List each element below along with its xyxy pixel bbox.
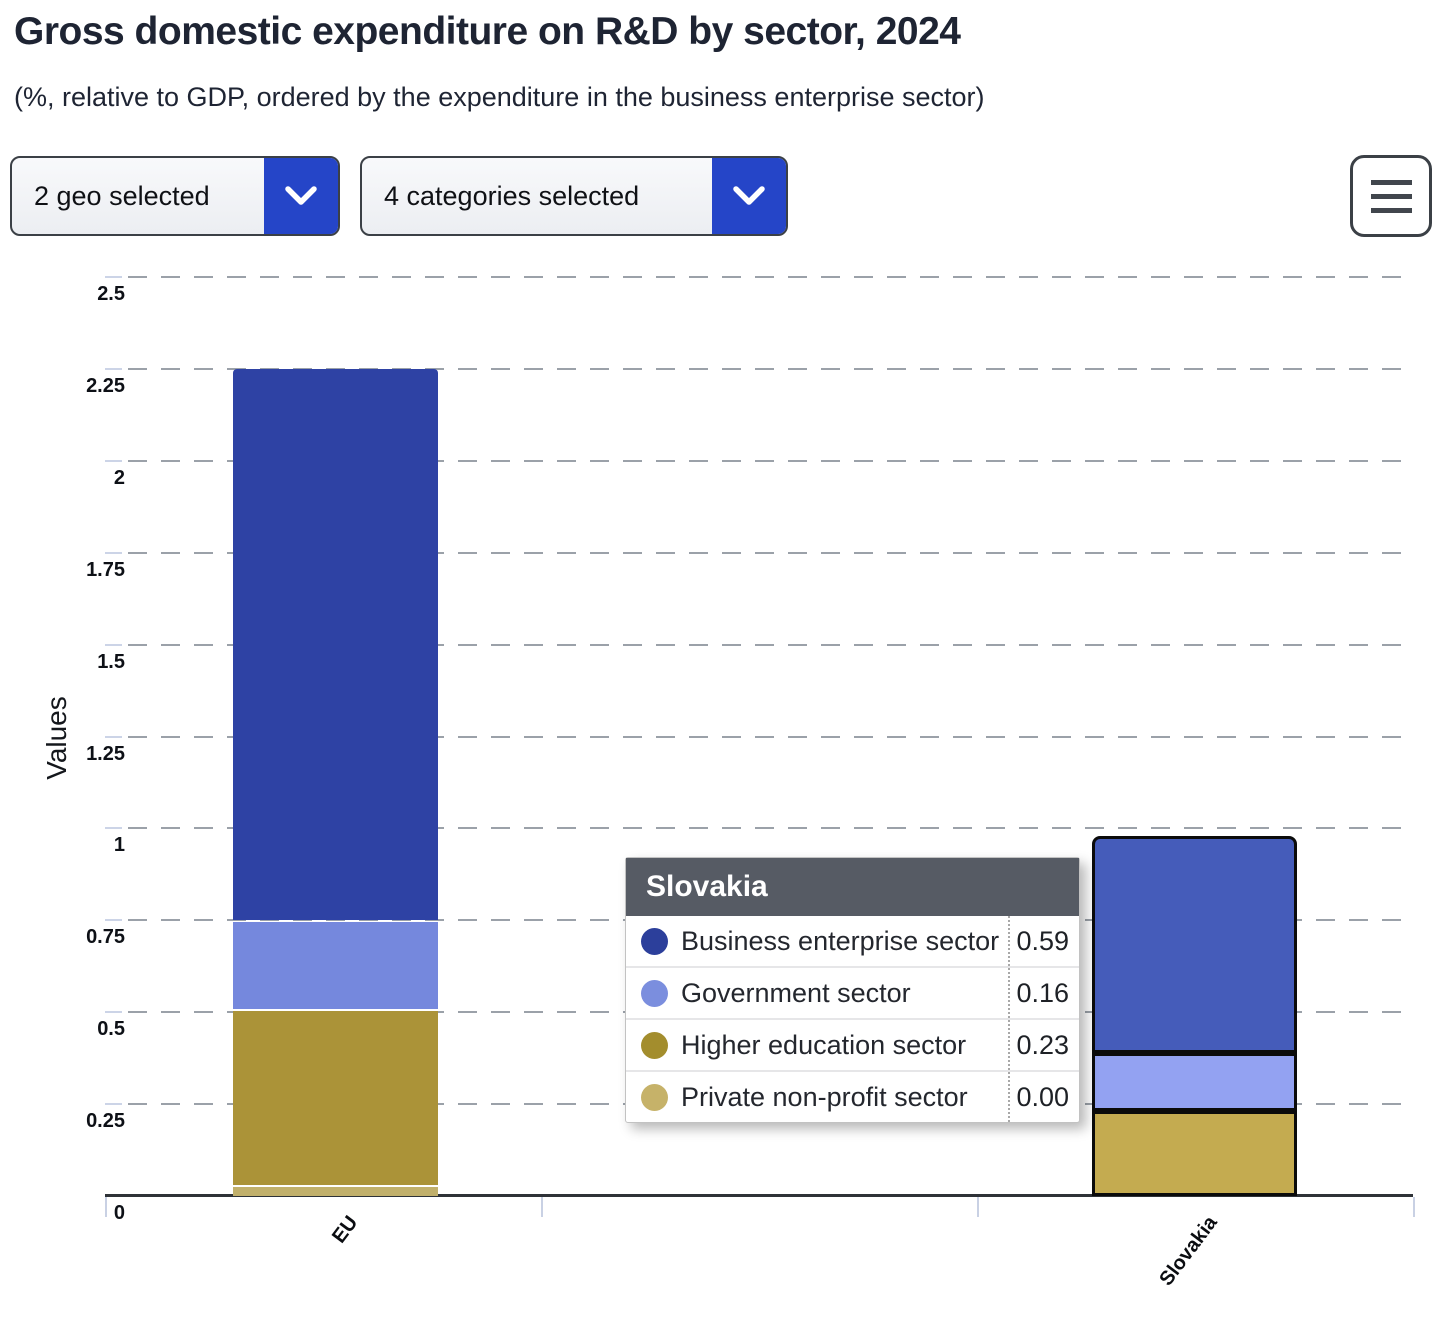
y-tick-label: 1.25 bbox=[86, 742, 125, 765]
x-axis-line bbox=[105, 1194, 1413, 1197]
y-tick-label: 1.75 bbox=[86, 558, 125, 581]
x-axis-tick bbox=[977, 1197, 979, 1217]
bar-segment[interactable] bbox=[232, 1186, 438, 1196]
geo-filter-dropdown[interactable]: 2 geo selected bbox=[10, 156, 340, 236]
y-tick-label: 0.75 bbox=[86, 926, 125, 949]
y-tick-label: 0.5 bbox=[97, 1018, 125, 1041]
legend-swatch-icon bbox=[641, 1031, 668, 1059]
tooltip-title: Slovakia bbox=[626, 858, 1079, 916]
legend-swatch-icon bbox=[641, 927, 668, 955]
y-axis-tick bbox=[105, 1011, 122, 1014]
gridline bbox=[128, 459, 1413, 462]
page-subtitle: (%, relative to GDP, ordered by the expe… bbox=[14, 82, 985, 112]
bar-segment[interactable] bbox=[232, 1010, 438, 1185]
tooltip-row-value: 0.00 bbox=[1008, 1072, 1079, 1122]
tooltip-row-value: 0.23 bbox=[1008, 1020, 1079, 1070]
gridline bbox=[128, 276, 1413, 278]
tooltip-row: Private non-profit sector 0.00 bbox=[626, 1070, 1079, 1122]
chevron-down-icon[interactable] bbox=[712, 158, 786, 234]
bar-segment[interactable] bbox=[1091, 1111, 1297, 1196]
tooltip-rows: Business enterprise sector 0.59 Government… bbox=[626, 916, 1079, 1122]
chevron-down-icon[interactable] bbox=[264, 158, 338, 234]
gridline bbox=[128, 367, 1413, 370]
geo-filter-label: 2 geo selected bbox=[34, 180, 210, 211]
y-tick-label: 0.25 bbox=[86, 1110, 125, 1133]
y-axis-title: Values bbox=[41, 696, 72, 780]
gridline bbox=[128, 735, 1413, 738]
legend-swatch-icon bbox=[641, 979, 668, 1007]
y-axis-tick bbox=[105, 551, 122, 554]
page-title: Gross domestic expenditure on R&D by sec… bbox=[14, 10, 961, 53]
x-axis-tick bbox=[1413, 1197, 1415, 1217]
y-axis-tick bbox=[105, 735, 122, 738]
y-axis-tick bbox=[105, 1103, 122, 1106]
bar-segment[interactable] bbox=[232, 922, 438, 1009]
legend-swatch-icon bbox=[641, 1083, 668, 1111]
gridline bbox=[128, 827, 1413, 830]
y-tick-label: 2.25 bbox=[86, 374, 125, 397]
tooltip-row-value: 0.59 bbox=[1008, 916, 1079, 966]
y-tick-label: 1 bbox=[113, 834, 125, 857]
y-axis-tick bbox=[105, 459, 122, 462]
x-axis-tick bbox=[105, 1197, 107, 1217]
tooltip-row: Government sector 0.16 bbox=[626, 966, 1079, 1018]
hamburger-icon bbox=[1370, 179, 1412, 213]
tooltip-row: Higher education sector 0.23 bbox=[626, 1018, 1079, 1070]
x-axis-tick bbox=[541, 1197, 543, 1217]
y-axis-tick bbox=[105, 276, 122, 278]
gridline bbox=[128, 643, 1413, 646]
y-tick-label: 0 bbox=[113, 1202, 125, 1224]
y-axis-tick bbox=[105, 919, 122, 922]
y-tick-label: 2.5 bbox=[97, 283, 125, 305]
y-axis-tick bbox=[105, 367, 122, 370]
categories-filter-label: 4 categories selected bbox=[384, 180, 640, 211]
bar-segment[interactable] bbox=[1091, 835, 1297, 1053]
menu-button[interactable] bbox=[1350, 155, 1432, 237]
y-axis-tick bbox=[105, 643, 122, 646]
tooltip-row-label: Government sector bbox=[681, 977, 911, 1008]
y-tick-label: 1.5 bbox=[97, 650, 125, 673]
x-category-label: Slovakia bbox=[1155, 1212, 1222, 1291]
tooltip: Slovakia Business enterprise sector 0.59 G… bbox=[625, 857, 1080, 1123]
tooltip-row-label: Higher education sector bbox=[681, 1029, 967, 1060]
y-tick-label: 2 bbox=[113, 466, 125, 489]
tooltip-row: Business enterprise sector 0.59 bbox=[626, 916, 1079, 966]
tooltip-row-label: Business enterprise sector bbox=[681, 925, 1000, 956]
bar-segment[interactable] bbox=[232, 368, 438, 921]
bar-segment[interactable] bbox=[1091, 1052, 1297, 1112]
gridline bbox=[128, 551, 1413, 554]
tooltip-row-label: Private non-profit sector bbox=[681, 1081, 968, 1112]
categories-filter-dropdown[interactable]: 4 categories selected bbox=[360, 156, 788, 236]
tooltip-row-value: 0.16 bbox=[1008, 968, 1079, 1018]
x-category-label: EU bbox=[328, 1212, 363, 1248]
y-axis-tick bbox=[105, 827, 122, 830]
